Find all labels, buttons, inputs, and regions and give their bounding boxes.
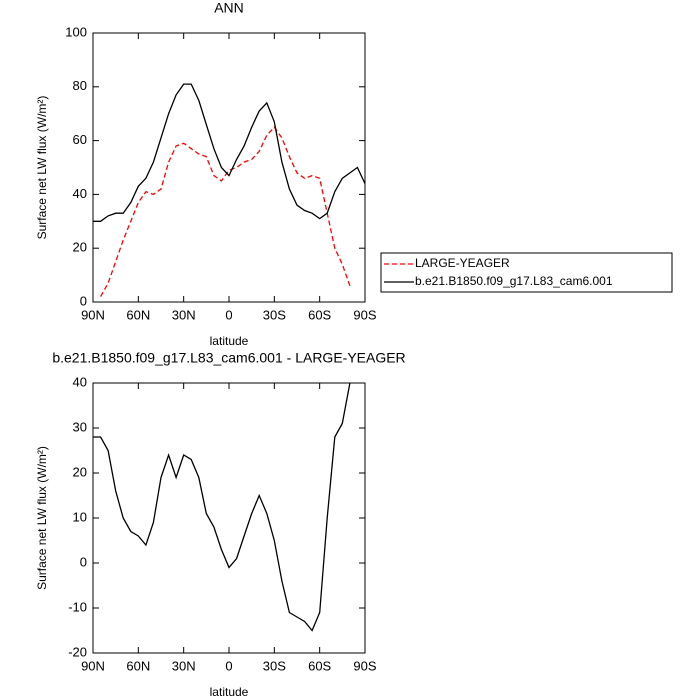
x-tick-label: 30S	[263, 307, 286, 322]
y-tick-label: 60	[73, 132, 87, 147]
legend-label: b.e21.B1850.f09_g17.L83_cam6.001	[415, 274, 613, 288]
y-tick-label: 10	[73, 509, 87, 524]
x-axis-label: latitude	[210, 334, 249, 348]
y-axis-label: Surface net LW flux (W/m²)	[35, 96, 49, 240]
y-tick-label: 40	[73, 374, 87, 389]
x-tick-label: 30S	[263, 658, 286, 673]
series-line	[93, 382, 351, 632]
x-tick-label: 30N	[172, 658, 196, 673]
x-tick-label: 0	[225, 307, 232, 322]
y-tick-label: 40	[73, 186, 87, 201]
x-tick-label: 60S	[308, 658, 331, 673]
y-tick-label: 20	[73, 464, 87, 479]
legend-label: LARGE-YEAGER	[415, 256, 510, 270]
plot-frame	[92, 382, 366, 654]
x-tick-label: 90S	[353, 307, 376, 322]
chart-title: b.e21.B1850.f09_g17.L83_cam6.001 - LARGE…	[52, 350, 405, 366]
x-tick-label: 90N	[81, 307, 105, 322]
chart-title: ANN	[214, 0, 244, 16]
y-tick-label: 0	[80, 554, 87, 569]
x-tick-label: 90S	[353, 658, 376, 673]
legend-box	[380, 252, 673, 293]
y-tick-label: 20	[73, 240, 87, 255]
x-tick-label: 0	[225, 658, 232, 673]
series-line	[100, 126, 351, 297]
x-tick-label: 60S	[308, 307, 331, 322]
x-tick-label: 30N	[172, 307, 196, 322]
plot-frame	[92, 32, 366, 303]
x-tick-label: 90N	[81, 658, 105, 673]
y-tick-label: -10	[68, 599, 87, 614]
y-tick-label: 80	[73, 78, 87, 93]
series-line	[93, 83, 366, 222]
x-axis-label: latitude	[210, 685, 249, 699]
y-axis-label: Surface net LW flux (W/m²)	[35, 446, 49, 590]
y-tick-label: -20	[68, 644, 87, 659]
x-tick-label: 60N	[126, 658, 150, 673]
y-tick-label: 100	[65, 24, 87, 39]
x-tick-label: 60N	[126, 307, 150, 322]
y-tick-label: 30	[73, 419, 87, 434]
y-tick-label: 0	[80, 293, 87, 308]
